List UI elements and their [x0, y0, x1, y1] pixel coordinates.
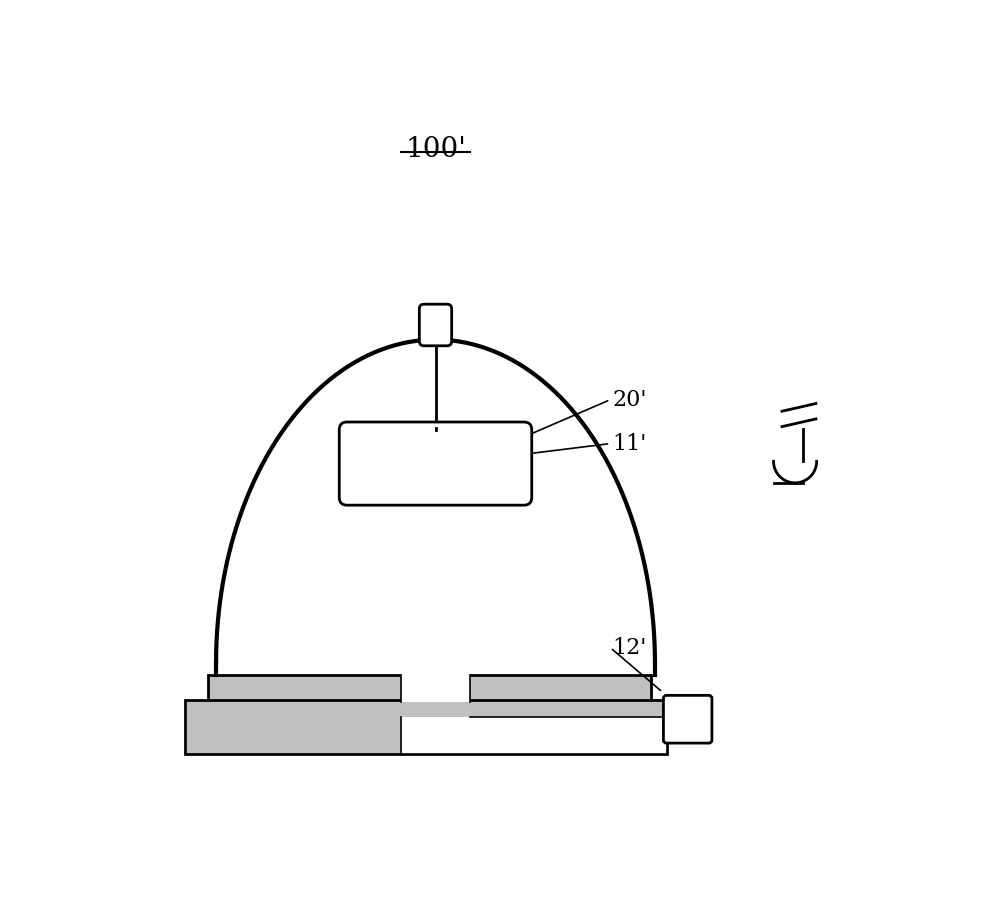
Text: 11': 11' [613, 432, 647, 454]
FancyBboxPatch shape [339, 422, 532, 505]
Bar [401, 673, 470, 701]
Bar [401, 717, 667, 754]
Text: 100': 100' [405, 136, 466, 162]
Bar [208, 675, 651, 701]
FancyBboxPatch shape [419, 304, 452, 346]
Bar [185, 700, 667, 754]
Polygon shape [216, 340, 655, 675]
Text: 12': 12' [613, 636, 647, 658]
FancyBboxPatch shape [663, 695, 712, 743]
Text: 20': 20' [613, 388, 647, 410]
